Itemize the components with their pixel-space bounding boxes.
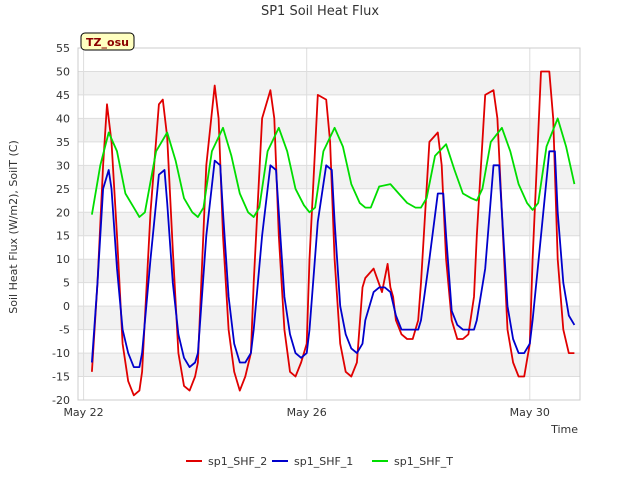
series-line-sp1_SHF_2 [91, 70, 575, 397]
y-tick-labels: -20 -15 -10 -5 0 5 10 15 20 25 30 35 40 45 50 55 [52, 42, 70, 407]
y-tick-label: 55 [56, 42, 70, 55]
legend-label: sp1_SHF_1 [294, 455, 353, 468]
legend-item-sp1_SHF_T: sp1_SHF_T [372, 455, 453, 468]
y-tick-label: -5 [59, 324, 70, 337]
grid-band [78, 71, 580, 95]
legend: sp1_SHF_2 sp1_SHF_1 sp1_SHF_T [186, 455, 453, 468]
y-tick-label: 0 [63, 300, 70, 313]
plot-frame [77, 47, 581, 401]
grid-band [78, 353, 580, 377]
data-lines [91, 70, 576, 397]
site-badge-text: TZ_osu [86, 36, 129, 49]
x-tick-labels: May 22 May 26 May 30 [63, 406, 549, 419]
y-tick-label: -20 [52, 394, 70, 407]
y-tick-label: 20 [56, 206, 70, 219]
x-axis-label: Time [550, 423, 578, 436]
series-line-sp1_SHF_1 [91, 150, 576, 368]
y-tick-label: 25 [56, 183, 70, 196]
y-tick-label: 35 [56, 136, 70, 149]
chart-title: SP1 Soil Heat Flux [261, 4, 379, 19]
y-tick-label: 50 [56, 65, 70, 78]
series-line-sp1_SHF_T [91, 117, 576, 218]
y-tick-label: 40 [56, 112, 70, 125]
legend-item-sp1_SHF_1: sp1_SHF_1 [272, 455, 353, 468]
site-badge: TZ_osu [80, 32, 135, 51]
legend-label: sp1_SHF_2 [208, 455, 267, 468]
y-tick-label: -10 [52, 347, 70, 360]
legend-label: sp1_SHF_T [394, 455, 453, 468]
y-tick-label: 30 [56, 159, 70, 172]
y-tick-label: 45 [56, 89, 70, 102]
x-tick-label: May 22 [63, 406, 103, 419]
site-badge-box [80, 32, 135, 51]
y-tick-label: 15 [56, 230, 70, 243]
legend-item-sp1_SHF_2: sp1_SHF_2 [186, 455, 267, 468]
y-axis-label: Soil Heat Flux (W/m2), SoilT (C) [7, 140, 20, 313]
y-tick-label: 10 [56, 253, 70, 266]
grid-band [78, 306, 580, 330]
x-tick-label: May 30 [510, 406, 550, 419]
y-tick-label: 5 [63, 277, 70, 290]
x-tick-label: May 26 [287, 406, 327, 419]
y-tick-label: -15 [52, 371, 70, 384]
